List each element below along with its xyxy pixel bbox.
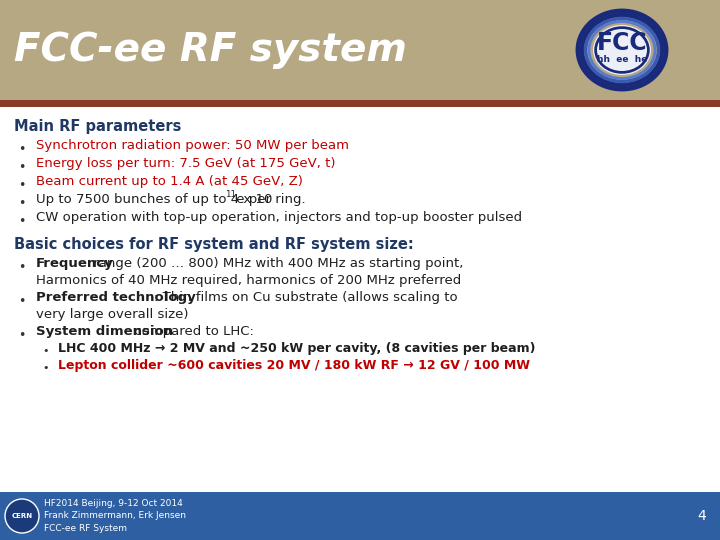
Text: •: • — [18, 295, 26, 308]
Text: 4: 4 — [697, 509, 706, 523]
Text: LHC 400 MHz → 2 MV and ~250 kW per cavity, (8 cavities per beam): LHC 400 MHz → 2 MV and ~250 kW per cavit… — [58, 342, 536, 355]
Text: Preferred technology: Preferred technology — [36, 291, 196, 304]
Bar — [0, 100, 720, 107]
Text: Lepton collider ~600 cavities 20 MV / 180 kW RF → 12 GV / 100 MW: Lepton collider ~600 cavities 20 MV / 18… — [58, 359, 530, 372]
Text: •: • — [42, 363, 49, 373]
Text: •: • — [18, 215, 26, 228]
Text: CERN: CERN — [12, 513, 32, 519]
Ellipse shape — [593, 25, 651, 75]
Text: System dimension: System dimension — [36, 325, 173, 338]
Text: 11: 11 — [225, 190, 235, 199]
Ellipse shape — [5, 499, 39, 533]
Text: CW operation with top-up operation, injectors and top-up booster pulsed: CW operation with top-up operation, inje… — [36, 211, 522, 224]
Text: HF2014 Beijing, 9-12 Oct 2014: HF2014 Beijing, 9-12 Oct 2014 — [44, 499, 183, 508]
Text: FCC: FCC — [597, 31, 647, 55]
Text: •: • — [18, 197, 26, 210]
Text: Up to 7500 bunches of up to 4 x 10: Up to 7500 bunches of up to 4 x 10 — [36, 193, 272, 206]
Ellipse shape — [597, 29, 647, 71]
Text: FCC-ee RF system: FCC-ee RF system — [14, 31, 407, 69]
Bar — [0, 0, 720, 100]
Text: •: • — [18, 179, 26, 192]
Text: Basic choices for RF system and RF system size:: Basic choices for RF system and RF syste… — [14, 237, 414, 252]
Text: •: • — [42, 346, 49, 356]
Text: hh  ee  he: hh ee he — [597, 55, 647, 64]
Text: Main RF parameters: Main RF parameters — [14, 119, 181, 134]
Text: range (200 … 800) MHz with 400 MHz as starting point,: range (200 … 800) MHz with 400 MHz as st… — [89, 257, 464, 270]
Text: •: • — [18, 261, 26, 274]
Text: Beam current up to 1.4 A (at 45 GeV, Z): Beam current up to 1.4 A (at 45 GeV, Z) — [36, 175, 303, 188]
Text: : Thin films on Cu substrate (allows scaling to: : Thin films on Cu substrate (allows sca… — [154, 291, 458, 304]
Text: Synchrotron radiation power: 50 MW per beam: Synchrotron radiation power: 50 MW per b… — [36, 139, 349, 152]
Text: FCC-ee RF System: FCC-ee RF System — [44, 524, 127, 533]
Text: Harmonics of 40 MHz required, harmonics of 200 MHz preferred: Harmonics of 40 MHz required, harmonics … — [36, 274, 462, 287]
Text: •: • — [18, 161, 26, 174]
Text: •: • — [18, 329, 26, 342]
Text: very large overall size): very large overall size) — [36, 308, 189, 321]
Text: Energy loss per turn: 7.5 GeV (at 175 GeV, t): Energy loss per turn: 7.5 GeV (at 175 Ge… — [36, 157, 336, 170]
Bar — [0, 492, 720, 540]
Text: compared to LHC:: compared to LHC: — [130, 325, 254, 338]
Text: •: • — [18, 143, 26, 156]
Text: e per ring.: e per ring. — [232, 193, 305, 206]
Text: Frequency: Frequency — [36, 257, 114, 270]
Text: Frank Zimmermann, Erk Jensen: Frank Zimmermann, Erk Jensen — [44, 511, 186, 521]
